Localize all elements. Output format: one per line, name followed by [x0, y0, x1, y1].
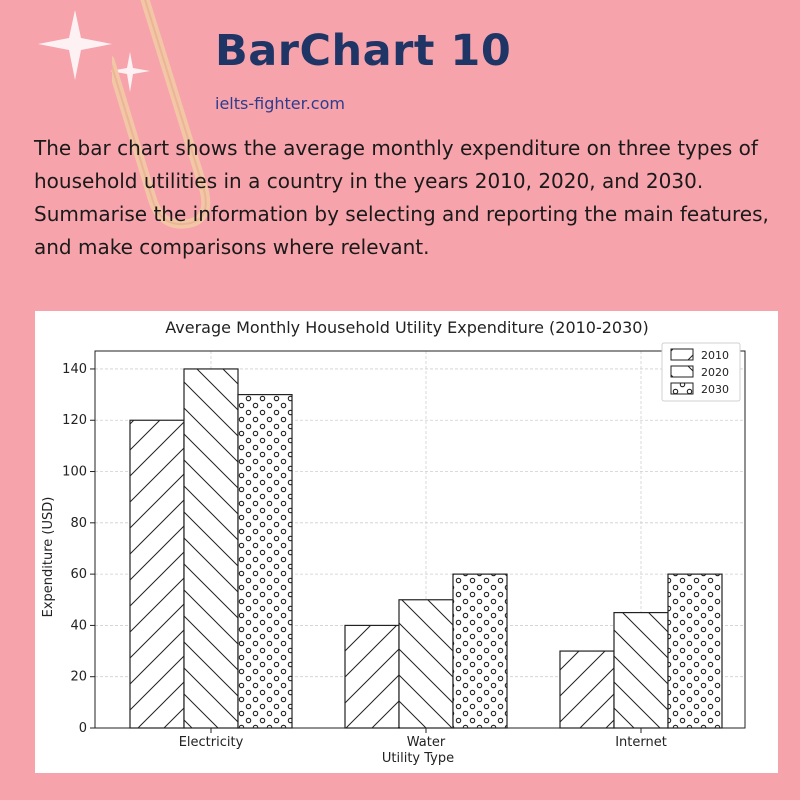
sparkle-icon — [38, 10, 150, 92]
y-tick-label: 140 — [62, 362, 87, 377]
bar-electricity-2010 — [129, 419, 185, 729]
legend-label-2010: 2010 — [701, 349, 729, 362]
y-axis-label: Expenditure (USD) — [41, 497, 56, 618]
page-title: BarChart 10 — [215, 26, 512, 76]
y-tick-label: 40 — [70, 618, 87, 633]
bar-internet-2020 — [613, 611, 669, 729]
y-tick-label: 0 — [79, 721, 87, 736]
legend-label-2030: 2030 — [701, 383, 729, 396]
x-tick-label: Internet — [615, 735, 667, 750]
y-tick-label: 100 — [62, 465, 87, 480]
legend-swatch-2030 — [670, 382, 694, 395]
bar-internet-2010 — [559, 650, 615, 729]
legend-swatch-2010 — [670, 348, 694, 361]
site-link[interactable]: ielts-fighter.com — [215, 94, 345, 113]
chart-legend: 2010 2020 2030 — [661, 342, 741, 402]
task-instruction: Summarise the information by selecting a… — [34, 202, 769, 259]
y-tick-label: 120 — [62, 413, 87, 428]
y-tick-label: 60 — [70, 567, 87, 582]
y-tick-label: 80 — [70, 516, 87, 531]
legend-label-2020: 2020 — [701, 366, 729, 379]
x-tick-label: Electricity — [179, 735, 244, 750]
chart-panel: Average Monthly Household Utility Expend… — [35, 311, 778, 773]
task-prompt: The bar chart shows the average monthly … — [34, 132, 784, 264]
bar-electricity-2020 — [183, 368, 239, 729]
task-description: The bar chart shows the average monthly … — [34, 136, 758, 193]
x-tick-label: Water — [407, 735, 446, 750]
bar-water-2030 — [452, 573, 508, 729]
legend-swatch-2020 — [670, 365, 694, 378]
bar-chart: Average Monthly Household Utility Expend… — [41, 318, 746, 766]
bar-water-2010 — [344, 624, 400, 729]
y-tick-label: 20 — [70, 670, 87, 685]
bar-water-2020 — [398, 599, 454, 729]
chart-title: Average Monthly Household Utility Expend… — [165, 318, 648, 337]
bar-internet-2030 — [667, 573, 723, 729]
bar-electricity-2030 — [237, 393, 293, 729]
paperclip-icon — [112, 0, 211, 229]
plot-frame — [94, 350, 746, 729]
x-axis-label: Utility Type — [382, 751, 454, 766]
